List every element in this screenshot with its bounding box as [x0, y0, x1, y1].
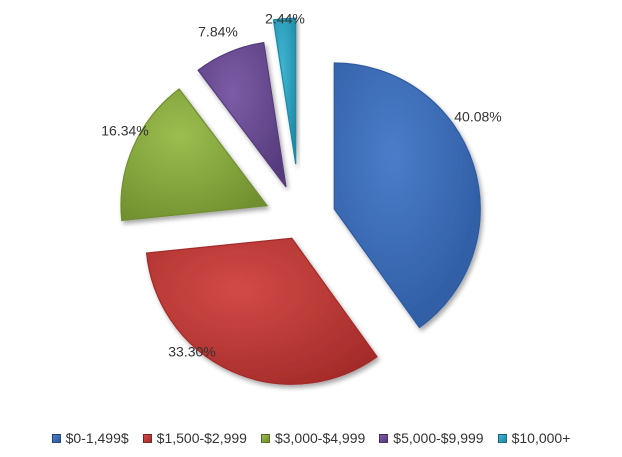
legend-label: $10,000+	[511, 430, 571, 446]
legend-item-5: $10,000+	[497, 430, 571, 446]
legend-item-3: $3,000-$4,999	[260, 430, 366, 446]
data-label-3: 16.34%	[101, 123, 148, 139]
pie-svg: 40.08% 33.30% 16.34% 7.84% 2.44%	[101, 11, 502, 385]
pie-slice-2	[145, 237, 378, 385]
legend-item-4: $5,000-$9,999	[379, 430, 484, 446]
data-label-1: 40.08%	[454, 109, 501, 125]
data-label-2: 33.30%	[168, 344, 215, 360]
pie-slice-5	[272, 17, 297, 165]
legend: $0-1,499$ $1,500-$2,999 $3,000-$4,999 $5,00…	[0, 428, 622, 448]
pie-chart: 40.08% 33.30% 16.34% 7.84% 2.44%	[101, 11, 502, 385]
legend-swatch	[51, 433, 61, 443]
legend-swatch	[260, 433, 270, 443]
data-label-4: 7.84%	[198, 24, 238, 40]
legend-item-2: $1,500-$2,999	[142, 430, 247, 446]
data-label-5: 2.44%	[265, 11, 305, 27]
pie-slice-1	[333, 62, 481, 329]
legend-swatch	[497, 433, 507, 443]
legend-label: $5,000-$9,999	[393, 430, 484, 446]
legend-item-1: $0-1,499$	[51, 430, 129, 446]
pie-slice-3	[120, 88, 269, 222]
legend-label: $3,000-$4,999	[274, 430, 366, 446]
legend-label: $0-1,499$	[65, 430, 129, 446]
legend-swatch	[142, 433, 152, 443]
legend-swatch	[379, 433, 389, 443]
pie-slice-4	[197, 41, 287, 188]
legend-label: $1,500-$2,999	[156, 430, 247, 446]
